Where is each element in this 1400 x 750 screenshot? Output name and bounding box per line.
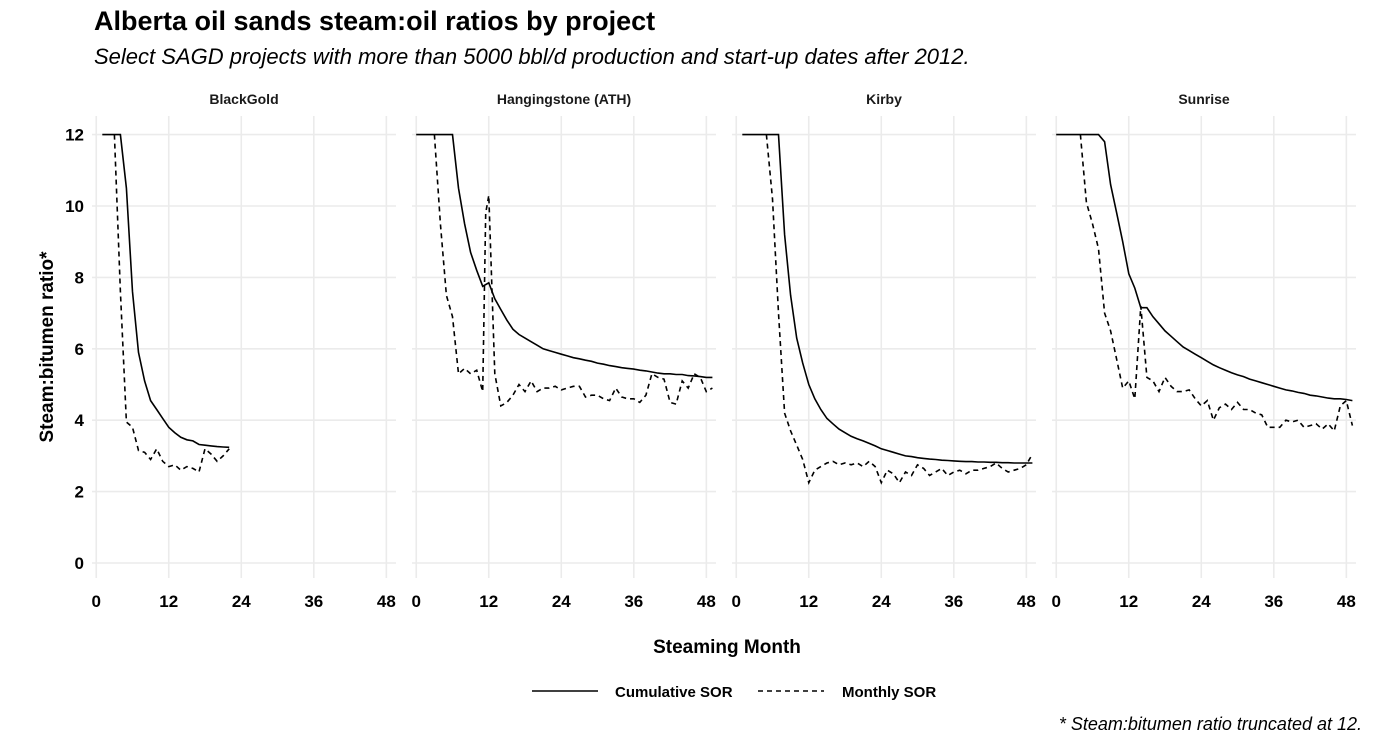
chart-title: Alberta oil sands steam:oil ratios by pr… [94, 6, 656, 36]
x-tick-label: 0 [411, 592, 420, 611]
panel-kirby: Kirby 0 12 24 36 48 [731, 91, 1036, 611]
x-tick-label: 24 [552, 592, 571, 611]
x-tick-label: 24 [232, 592, 251, 611]
y-tick-label: 10 [65, 197, 84, 216]
monthly-sor-line [113, 134, 230, 474]
panel-strip-label: Sunrise [1178, 91, 1230, 107]
x-tick-label: 12 [799, 592, 818, 611]
x-tick-label: 48 [1337, 592, 1356, 611]
cumulative-sor-line [102, 133, 230, 449]
y-tick-label: 8 [75, 268, 84, 287]
chart-caption: * Steam:bitumen ratio truncated at 12. [1058, 714, 1362, 734]
x-tick-label: 12 [159, 592, 178, 611]
cumulative-sor-line [742, 133, 1033, 464]
y-tick-label: 12 [65, 126, 84, 145]
cumulative-sor-line [416, 133, 713, 379]
x-tick-label: 0 [1051, 592, 1060, 611]
legend-label: Cumulative SOR [615, 684, 733, 701]
chart-subtitle: Select SAGD projects with more than 5000… [94, 44, 970, 69]
y-tick-label: 0 [75, 554, 84, 573]
x-tick-label: 0 [91, 592, 100, 611]
x-tick-label: 48 [377, 592, 396, 611]
y-tick-label: 4 [75, 411, 85, 430]
panel-strip-label: BlackGold [209, 91, 278, 107]
monthly-sor-line [765, 134, 1034, 486]
x-tick-label: 48 [1017, 592, 1036, 611]
panel-strip-label: Kirby [866, 91, 902, 107]
y-tick-label: 2 [75, 483, 84, 502]
monthly-sor-line [433, 134, 713, 408]
x-tick-label: 0 [731, 592, 740, 611]
x-tick-label: 36 [1264, 592, 1283, 611]
monthly-sor-line [1079, 134, 1354, 433]
panel-sunrise: Sunrise 0 12 24 36 48 [1051, 91, 1356, 611]
x-tick-label: 24 [1192, 592, 1211, 611]
legend-label: Monthly SOR [842, 684, 936, 701]
x-tick-label: 36 [304, 592, 323, 611]
x-tick-label: 48 [697, 592, 716, 611]
x-axis-title: Steaming Month [653, 637, 801, 658]
x-tick-label: 36 [944, 592, 963, 611]
x-tick-label: 12 [1119, 592, 1138, 611]
panel-strip-label: Hangingstone (ATH) [497, 91, 631, 107]
x-tick-label: 12 [479, 592, 498, 611]
chart-legend: Cumulative SOR Monthly SOR [532, 684, 936, 701]
x-tick-label: 24 [872, 592, 891, 611]
cumulative-sor-line [1056, 133, 1353, 402]
x-tick-label: 36 [624, 592, 643, 611]
panel-hangingstone-ath: Hangingstone (ATH) 0 12 24 36 48 [411, 91, 716, 611]
y-axis-title: Steam:bitumen ratio* [37, 251, 58, 443]
y-tick-label: 6 [75, 340, 84, 359]
